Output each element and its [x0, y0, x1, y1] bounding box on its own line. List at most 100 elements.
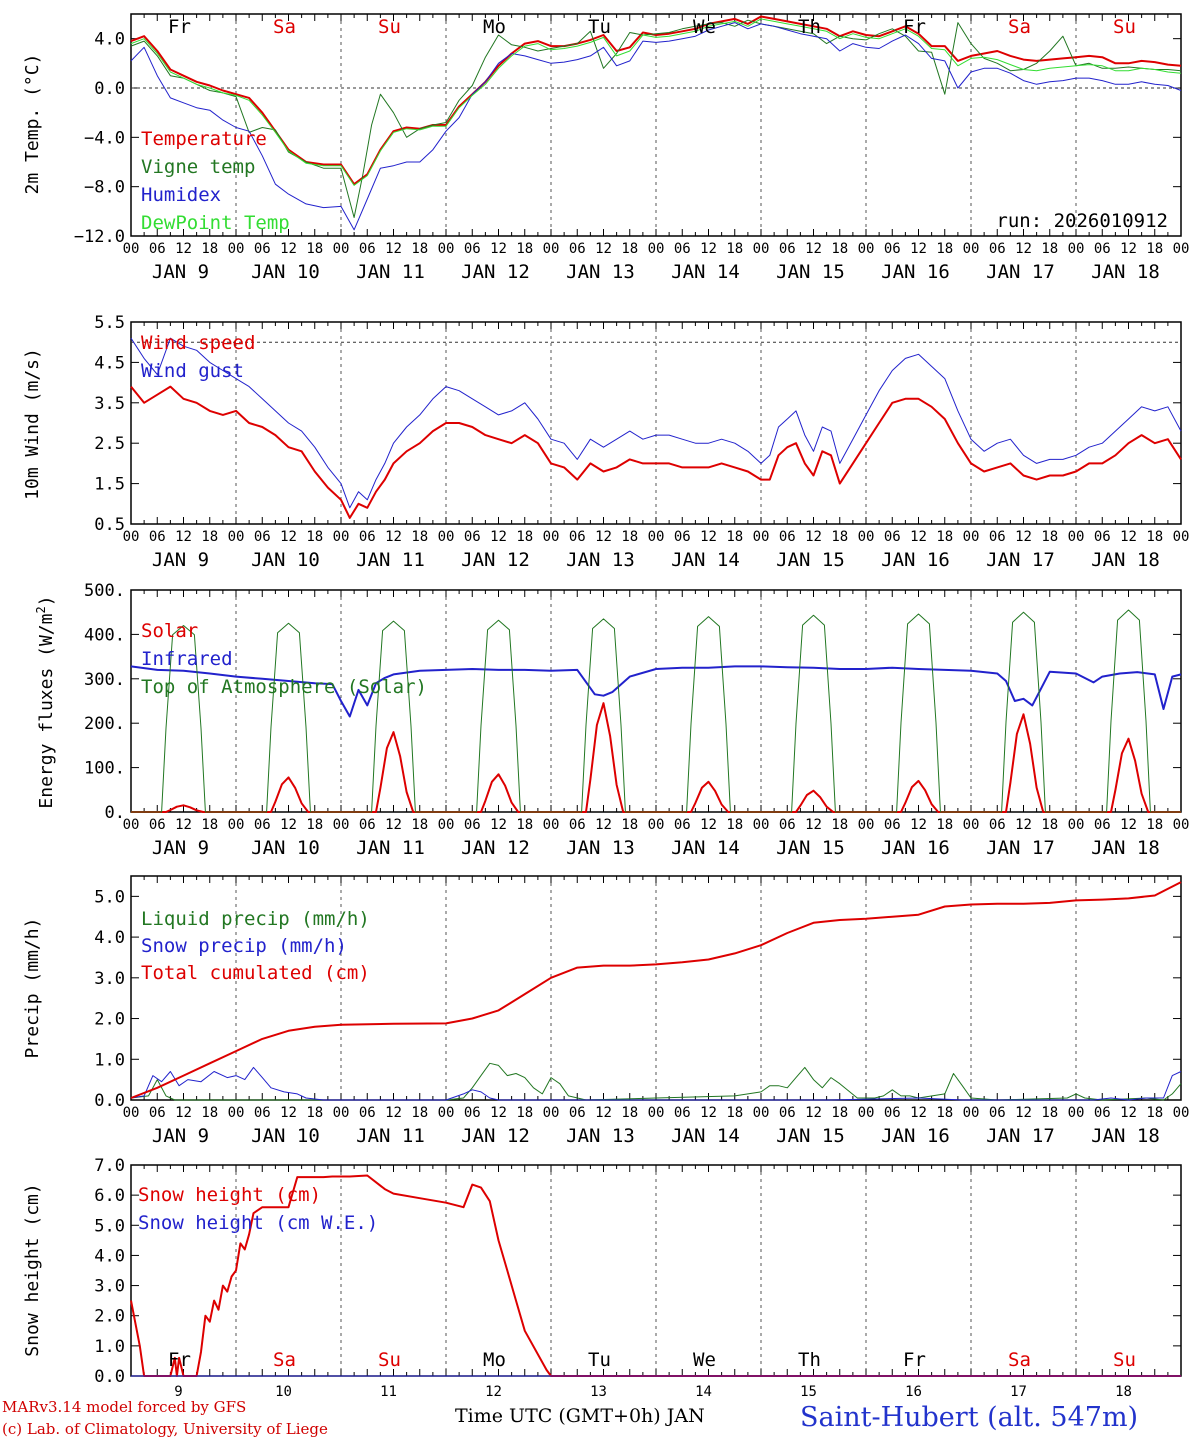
date-label: JAN 12 [461, 549, 530, 571]
hour-tick-label: 18 [516, 1105, 533, 1121]
hour-tick-label: 18 [726, 1105, 743, 1121]
day-name-label: Mo [483, 1349, 506, 1371]
hour-tick-label: 12 [280, 241, 297, 257]
hour-tick-label: 06 [674, 817, 691, 833]
hour-tick-label: 00 [963, 1105, 980, 1121]
hour-tick-label: 12 [1120, 241, 1137, 257]
date-label: JAN 9 [152, 837, 209, 859]
hour-tick-label: 06 [884, 529, 901, 545]
hour-tick-label: 06 [149, 529, 166, 545]
hour-tick-label: 18 [621, 817, 638, 833]
day-name-label: Fr [168, 16, 191, 38]
hour-tick-label: 06 [779, 529, 796, 545]
legend-entry: Liquid precip (mm/h) [141, 908, 370, 930]
hour-tick-label: 00 [1173, 241, 1190, 257]
date-label: JAN 12 [461, 837, 530, 859]
legend-entry: Total cumulated (cm) [141, 962, 370, 984]
y-tick-label: 3.0 [94, 1277, 125, 1297]
legend-entry: Solar [141, 620, 198, 642]
hour-tick-label: 12 [910, 817, 927, 833]
hour-tick-label: 00 [1173, 529, 1190, 545]
hour-tick-label: 00 [543, 241, 560, 257]
y-tick-label: −12.0 [74, 227, 125, 247]
hour-tick-label: 18 [201, 241, 218, 257]
date-label: JAN 16 [881, 1125, 950, 1147]
date-label: JAN 9 [152, 261, 209, 283]
hour-tick-label: 06 [569, 817, 586, 833]
hour-tick-label: 12 [385, 1105, 402, 1121]
date-label: JAN 13 [566, 261, 635, 283]
day-number-label: 17 [1010, 1384, 1027, 1400]
y-tick-label: 4.0 [94, 928, 125, 948]
hour-tick-label: 12 [490, 817, 507, 833]
hour-tick-label: 06 [464, 1105, 481, 1121]
hour-tick-label: 18 [726, 529, 743, 545]
hour-tick-label: 06 [254, 817, 271, 833]
date-label: JAN 15 [776, 549, 845, 571]
lab-credit-line: (c) Lab. of Climatology, University of L… [2, 1420, 328, 1438]
day-name-label: Su [1113, 16, 1136, 38]
hour-tick-label: 12 [805, 241, 822, 257]
hour-tick-label: 06 [359, 817, 376, 833]
date-label: JAN 13 [566, 837, 635, 859]
hour-tick-label: 12 [1015, 529, 1032, 545]
y-tick-label: 0.5 [94, 515, 125, 535]
hour-tick-label: 06 [359, 529, 376, 545]
hour-tick-label: 18 [411, 817, 428, 833]
day-number-label: 14 [695, 1384, 712, 1400]
date-label: JAN 11 [356, 1125, 425, 1147]
day-name-label: Sa [273, 16, 296, 38]
hour-tick-label: 00 [1068, 1105, 1085, 1121]
y-tick-label: 0.0 [94, 1367, 125, 1387]
hour-tick-label: 06 [254, 241, 271, 257]
hour-tick-label: 00 [1173, 817, 1190, 833]
y-axis-title: Precip (mm/h) [22, 918, 43, 1059]
hour-tick-label: 00 [1068, 817, 1085, 833]
hour-tick-label: 06 [779, 817, 796, 833]
date-label: JAN 11 [356, 837, 425, 859]
hour-tick-label: 06 [1094, 817, 1111, 833]
hour-tick-label: 18 [306, 1105, 323, 1121]
hour-tick-label: 12 [280, 817, 297, 833]
y-tick-label: 1.0 [94, 1050, 125, 1070]
hour-tick-label: 06 [884, 817, 901, 833]
chart-panel-5: 7.0 6.0 5.0 4.0 3.0 2.0 1.0 0.0 Snow height (cm)… [22, 1156, 1182, 1387]
hour-tick-label: 18 [201, 1105, 218, 1121]
hour-tick-label: 00 [333, 1105, 350, 1121]
hour-tick-label: 18 [1146, 529, 1163, 545]
hour-tick-label: 12 [805, 1105, 822, 1121]
series-line-wind-gust [130, 337, 1182, 509]
day-name-label: Sa [273, 1349, 296, 1371]
y-tick-label: 1.0 [94, 1337, 125, 1357]
hour-tick-label: 00 [543, 817, 560, 833]
day-name-label: Tu [588, 16, 611, 38]
hour-tick-label: 18 [936, 241, 953, 257]
hour-tick-label: 12 [175, 817, 192, 833]
hour-tick-label: 06 [674, 1105, 691, 1121]
hour-tick-label: 06 [569, 241, 586, 257]
run-label: run: 2026010912 [996, 210, 1168, 232]
day-name-label: Su [378, 1349, 401, 1371]
hour-tick-label: 18 [516, 817, 533, 833]
hour-tick-label: 00 [438, 529, 455, 545]
station-name: Saint-Hubert (alt. 547m) [800, 1402, 1139, 1433]
hour-tick-label: 06 [989, 241, 1006, 257]
hour-tick-label: 18 [831, 817, 848, 833]
hour-tick-label: 00 [963, 529, 980, 545]
y-axis-title: Snow height (cm) [22, 1183, 43, 1356]
day-name-label: We [693, 1349, 716, 1371]
date-label: JAN 10 [251, 261, 320, 283]
meteogram-figure: 4.0 0.0 −4.0 −8.0 −12.0 2m Temp. (°C) Temperat… [22, 13, 1190, 1400]
hour-tick-label: 12 [595, 817, 612, 833]
hour-tick-label: 12 [1120, 529, 1137, 545]
day-name-label: Sa [1008, 16, 1031, 38]
hour-tick-label: 12 [175, 241, 192, 257]
y-tick-label: 4.5 [94, 353, 125, 373]
hour-tick-label: 12 [385, 241, 402, 257]
y-tick-label: 2.0 [94, 1010, 125, 1030]
model-credit-line: MARv3.14 model forced by GFS [2, 1398, 247, 1416]
hour-tick-label: 00 [858, 529, 875, 545]
hour-tick-label: 18 [516, 241, 533, 257]
hour-tick-label: 18 [621, 241, 638, 257]
hour-tick-label: 06 [359, 1105, 376, 1121]
